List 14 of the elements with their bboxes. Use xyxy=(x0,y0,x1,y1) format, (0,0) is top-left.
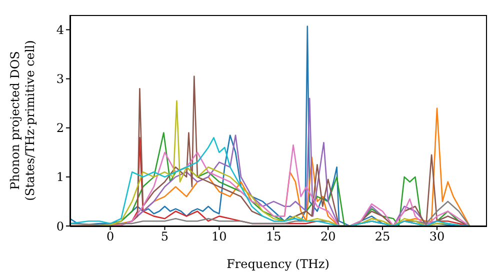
y-tick-label: 1 xyxy=(56,170,64,184)
x-tick-label: 20 xyxy=(320,230,336,244)
x-tick-label: 0 xyxy=(106,230,114,244)
x-tick-label: 5 xyxy=(160,230,169,244)
y-tick-label: 3 xyxy=(56,72,64,86)
x-tick-label: 10 xyxy=(212,230,227,244)
y-tick-label: 2 xyxy=(56,121,64,136)
x-tick-label: 25 xyxy=(374,230,390,244)
x-axis-title: Frequency (THz) xyxy=(226,257,330,271)
y-tick-label: 4 xyxy=(56,22,64,37)
x-tick-label: 15 xyxy=(266,230,282,244)
x-tick-label: 30 xyxy=(429,230,445,244)
y-axis-title: Phonon projected DOS (States/THz·primitive cell) xyxy=(8,40,37,201)
y-tick-label: 0 xyxy=(56,219,64,234)
